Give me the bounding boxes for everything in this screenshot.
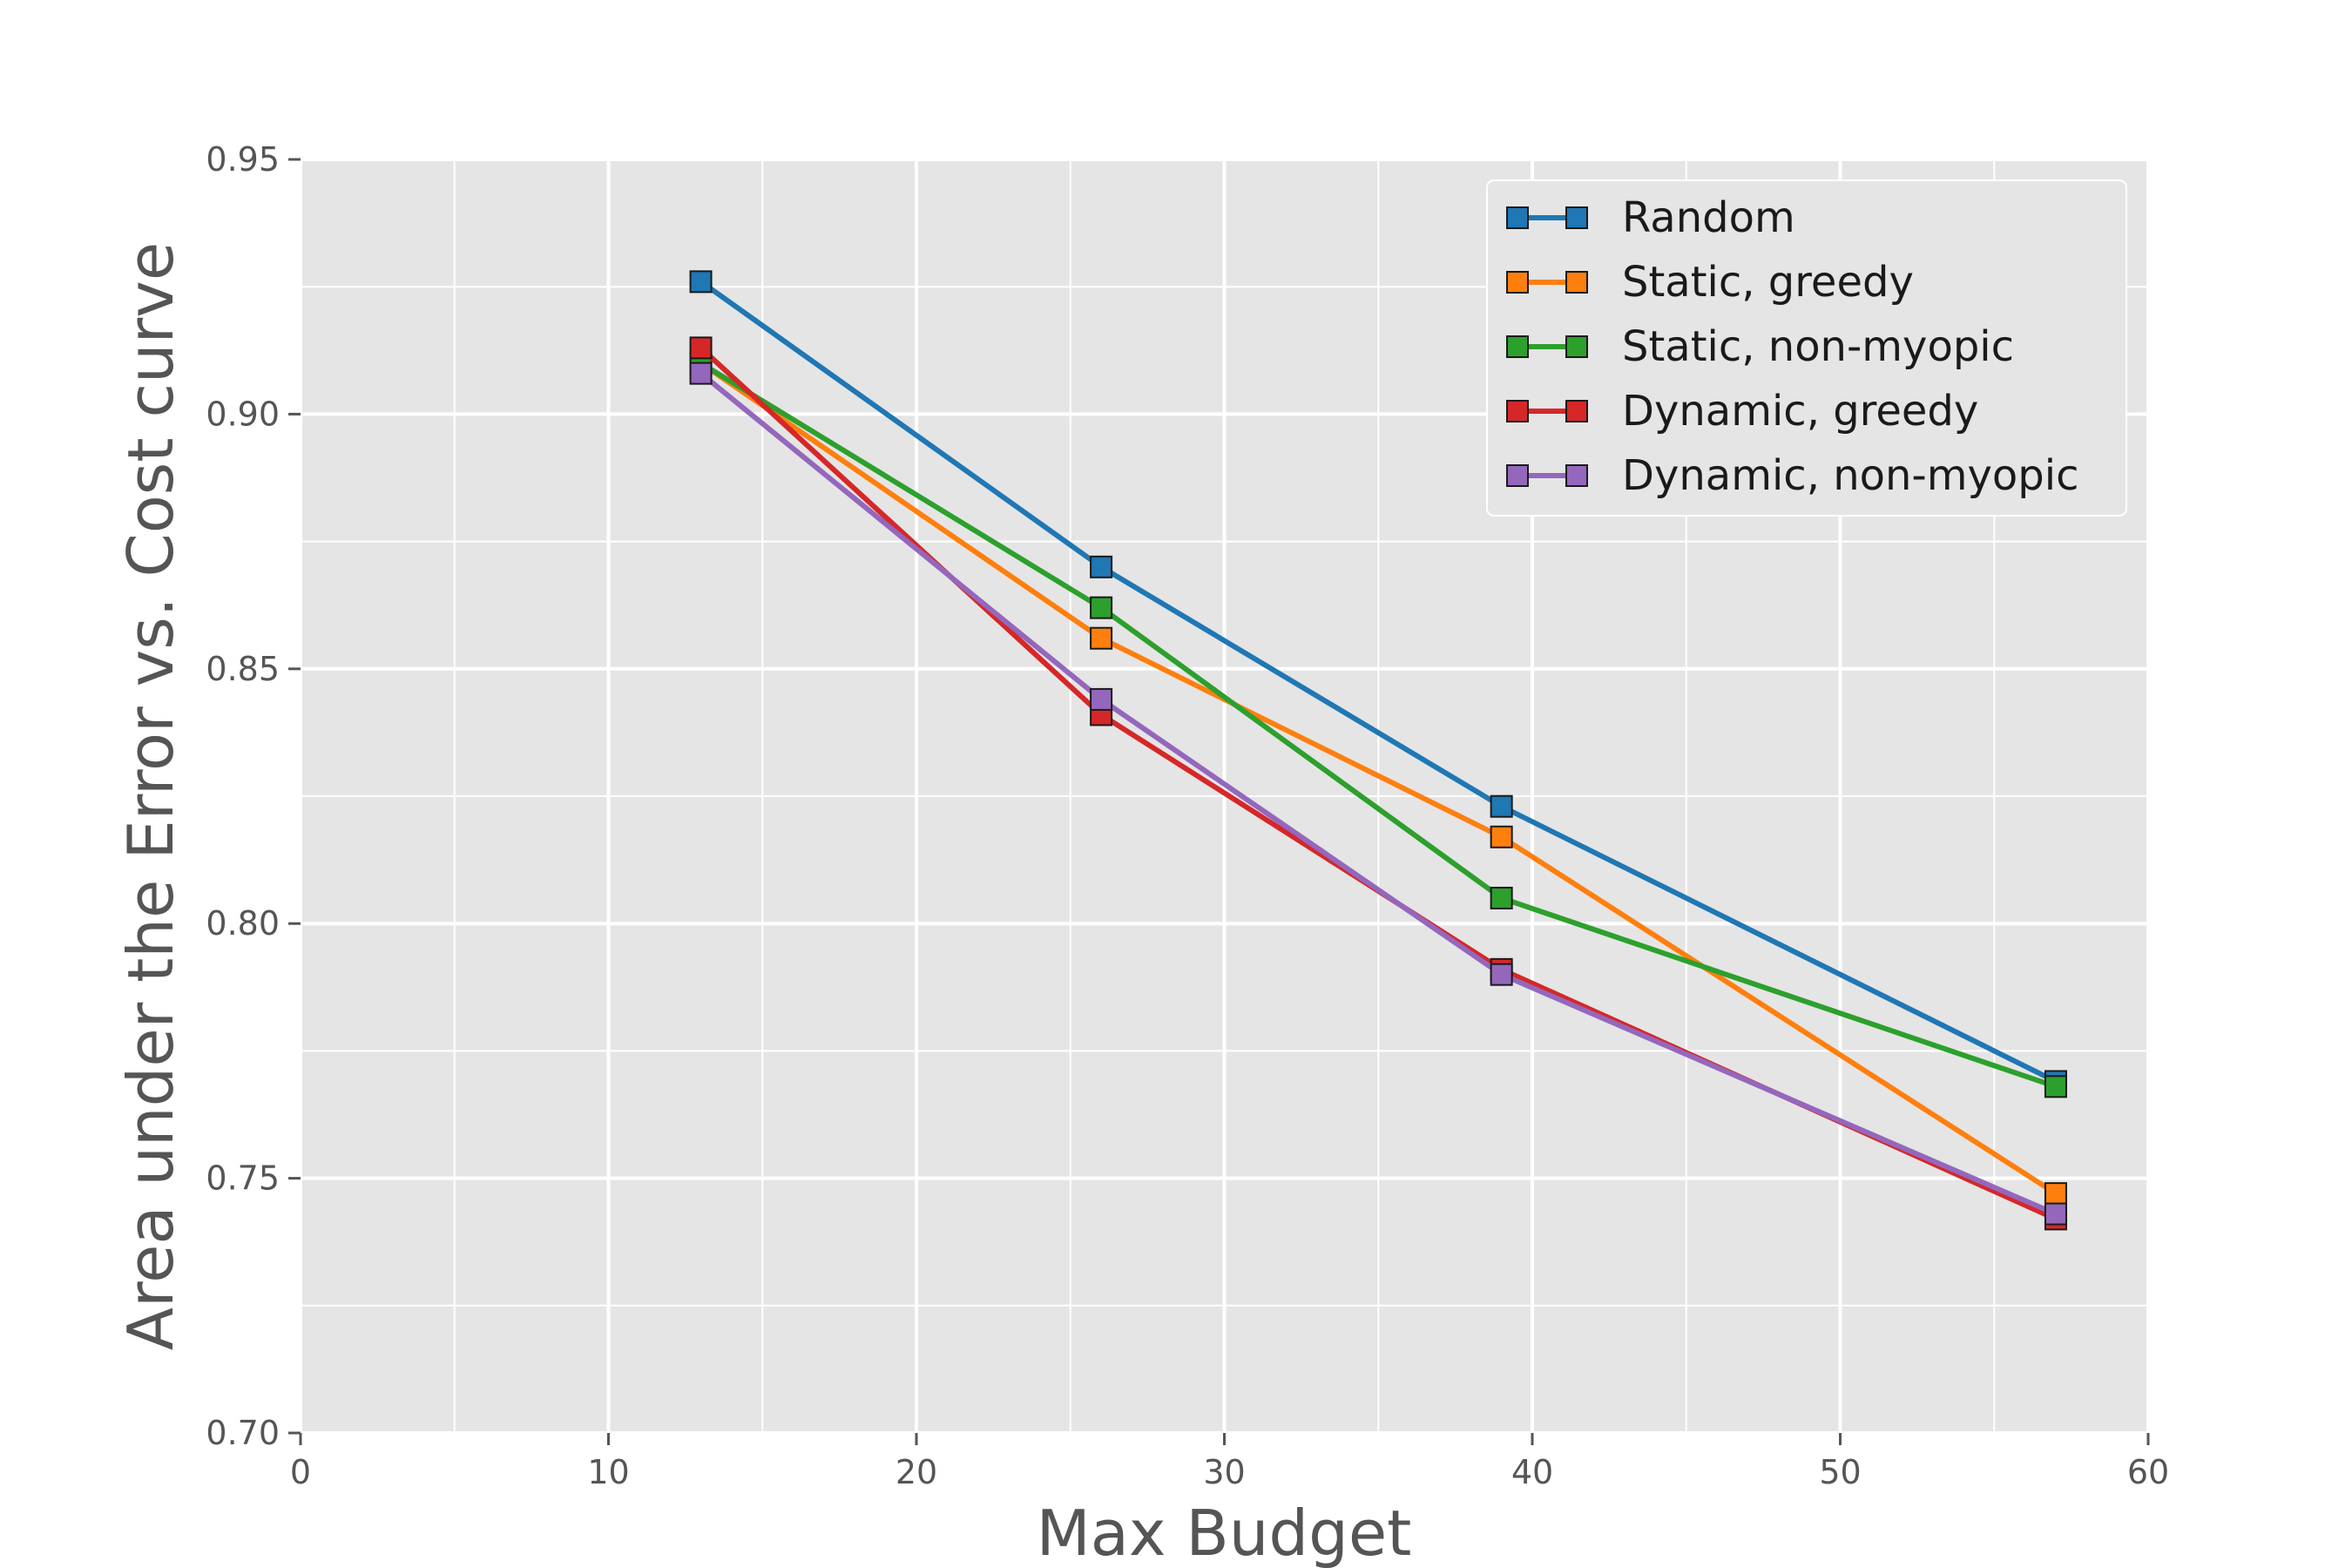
legend-marker xyxy=(1566,401,1587,422)
y-tick-label: 0.85 xyxy=(206,650,280,688)
data-point-marker xyxy=(2045,1204,2066,1225)
data-point-marker xyxy=(1491,888,1512,909)
legend-marker xyxy=(1566,207,1587,228)
legend-marker xyxy=(1566,336,1587,357)
y-tick-label: 0.75 xyxy=(206,1159,280,1198)
y-tick-label: 0.95 xyxy=(206,140,280,179)
x-tick-label: 20 xyxy=(896,1453,937,1491)
x-tick-label: 10 xyxy=(587,1453,629,1491)
x-axis-label: Max Budget xyxy=(1037,1497,1412,1568)
legend-label: Dynamic, greedy xyxy=(1622,387,1978,436)
x-tick-label: 0 xyxy=(290,1453,311,1491)
data-point-marker xyxy=(1491,827,1512,848)
data-point-marker xyxy=(691,271,712,292)
data-point-marker xyxy=(1491,796,1512,817)
x-tick-label: 60 xyxy=(2127,1453,2169,1491)
legend-label: Static, greedy xyxy=(1622,258,1914,307)
data-point-marker xyxy=(691,363,712,384)
x-tick-label: 30 xyxy=(1203,1453,1245,1491)
y-axis-label: Area under the Error vs. Cost curve xyxy=(114,242,187,1350)
data-point-marker xyxy=(691,337,712,358)
legend-marker xyxy=(1507,336,1528,357)
legend-label: Static, non-myopic xyxy=(1622,322,2014,371)
y-tick-label: 0.70 xyxy=(206,1414,280,1452)
x-tick-label: 40 xyxy=(1511,1453,1553,1491)
legend-marker xyxy=(1507,207,1528,228)
y-tick-label: 0.90 xyxy=(206,395,280,433)
legend-marker xyxy=(1507,465,1528,486)
data-point-marker xyxy=(1091,557,1112,578)
legend-marker xyxy=(1566,272,1587,293)
legend-label: Random xyxy=(1622,193,1795,242)
y-tick-label: 0.80 xyxy=(206,904,280,943)
legend-marker xyxy=(1507,401,1528,422)
legend-marker xyxy=(1566,465,1587,486)
data-point-marker xyxy=(1091,628,1112,649)
legend-label: Dynamic, non-myopic xyxy=(1622,451,2078,500)
data-point-marker xyxy=(1091,689,1112,710)
x-tick-label: 50 xyxy=(1819,1453,1861,1491)
legend-marker xyxy=(1507,272,1528,293)
data-point-marker xyxy=(2045,1183,2066,1204)
data-point-marker xyxy=(1491,964,1512,985)
legend: Random Static, greedy Static, non-myopic Dy… xyxy=(1487,180,2126,516)
data-point-marker xyxy=(2045,1076,2066,1097)
data-point-marker xyxy=(1091,598,1112,618)
